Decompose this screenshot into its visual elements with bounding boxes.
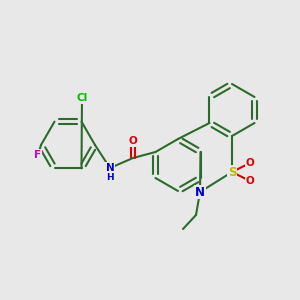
Text: O: O [246,176,254,186]
Text: F: F [34,150,42,160]
Text: N: N [106,163,114,173]
Text: O: O [246,158,254,168]
Text: Cl: Cl [76,93,88,103]
Text: H: H [106,172,114,182]
Text: O: O [129,136,137,146]
Text: N: N [195,185,205,199]
Text: S: S [228,166,236,178]
